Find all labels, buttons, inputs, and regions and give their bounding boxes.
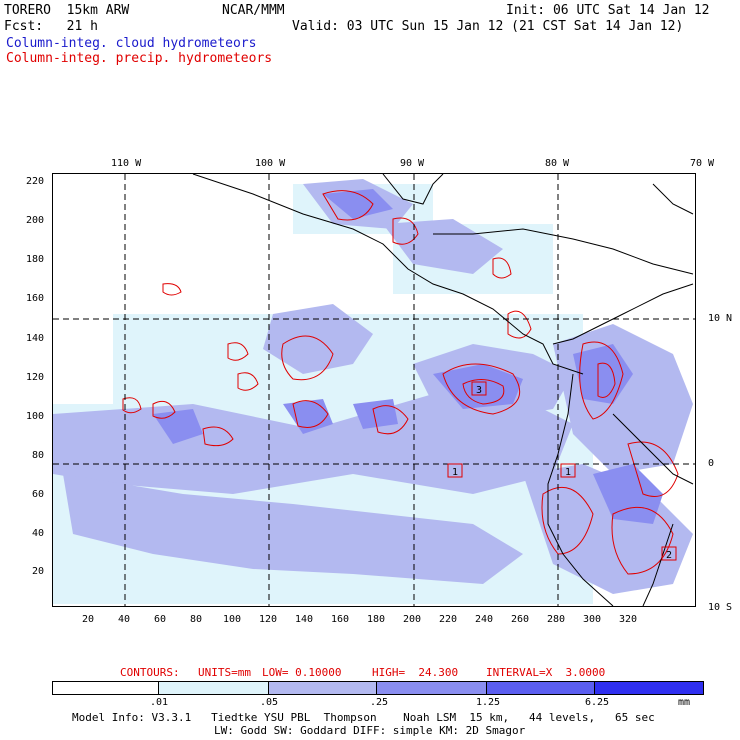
model-title: TORERO 15km ARW (4, 3, 130, 18)
colorbar-label-0.25: .25 (370, 697, 389, 708)
y-tick-180: 180 (26, 254, 45, 265)
colorbar-seg-5 (487, 682, 595, 694)
colorbar-label-0.05: .05 (260, 697, 279, 708)
x-tick-140: 140 (295, 614, 314, 625)
x-tick-240: 240 (475, 614, 494, 625)
latlon-grid (53, 174, 695, 606)
colorbar-seg-2 (159, 682, 269, 694)
coastline (192, 174, 694, 606)
precip-contours (122, 190, 679, 575)
y-tick-200: 200 (26, 215, 45, 226)
colorbar-seg-4 (377, 682, 487, 694)
lon-label-100w: 100 W (255, 158, 286, 169)
grid-point-box-3 (560, 463, 576, 478)
x-tick-200: 200 (403, 614, 422, 625)
colorbar-label-1.25: 1.25 (476, 697, 501, 708)
x-tick-20: 20 (82, 614, 95, 625)
contours-interval: INTERVAL=X 3.0000 (486, 666, 606, 679)
grid-point-label-1: 1 (452, 467, 458, 478)
lon-label-80w: 80 W (545, 158, 570, 169)
model-info-line2: LW: Godd SW: Goddard DIFF: simple KM: 2D… (214, 724, 526, 737)
x-tick-40: 40 (118, 614, 131, 625)
org-label: NCAR/MMM (222, 3, 285, 18)
init-time: Init: 06 UTC Sat 14 Jan 12 (506, 3, 710, 18)
x-tick-80: 80 (190, 614, 203, 625)
grid-point-box-1 (447, 463, 463, 478)
grid-point-label-4: 2 (666, 550, 672, 561)
map-canvas: 1 3 1 2 (53, 174, 695, 606)
colorbar-unit: mm (678, 697, 691, 708)
legend-precip: Column-integ. precip. hydrometeors (6, 51, 273, 66)
model-info-line1: Model Info: V3.3.1 Tiedtke YSU PBL Thomp… (72, 711, 655, 724)
contours-units: UNITS=mm (198, 666, 251, 679)
x-tick-260: 260 (511, 614, 530, 625)
forecast-hour: Fcst: 21 h (4, 19, 98, 34)
y-tick-100: 100 (26, 411, 45, 422)
y-tick-220: 220 (26, 176, 45, 187)
grid-point-label-3: 1 (565, 467, 571, 478)
x-tick-220: 220 (439, 614, 458, 625)
x-tick-160: 160 (331, 614, 350, 625)
x-tick-180: 180 (367, 614, 386, 625)
x-tick-320: 320 (619, 614, 638, 625)
lon-label-110w: 110 W (111, 158, 142, 169)
y-tick-60: 60 (32, 489, 45, 500)
colorbar-label-0.01: .01 (150, 697, 169, 708)
lat-label-10s: 10 S (708, 602, 733, 613)
valid-time: Valid: 03 UTC Sun 15 Jan 12 (21 CST Sat … (292, 19, 684, 34)
grid-point-label-2: 3 (476, 385, 482, 396)
grid-point-box-2 (471, 381, 487, 396)
x-tick-120: 120 (259, 614, 278, 625)
y-tick-40: 40 (32, 528, 45, 539)
x-tick-60: 60 (154, 614, 167, 625)
lat-label-10n: 10 N (708, 313, 733, 324)
legend-cloud: Column-integ. cloud hydrometeors (6, 36, 257, 51)
contours-label: CONTOURS: (120, 666, 180, 679)
colorbar-seg-1 (53, 682, 159, 694)
y-tick-160: 160 (26, 293, 45, 304)
colorbar (52, 681, 704, 695)
lon-label-70w: 70 W (690, 158, 715, 169)
lon-label-90w: 90 W (400, 158, 425, 169)
map-panel: 1 3 1 2 (52, 173, 696, 607)
contours-low: LOW= 0.10000 (262, 666, 342, 679)
y-tick-140: 140 (26, 333, 45, 344)
lat-label-0: 0 (708, 458, 715, 469)
colorbar-seg-6 (595, 682, 703, 694)
x-tick-300: 300 (583, 614, 602, 625)
grid-point-box-4 (661, 546, 677, 561)
y-tick-80: 80 (32, 450, 45, 461)
grid-point-markers (447, 381, 677, 561)
colorbar-label-6.25: 6.25 (585, 697, 610, 708)
x-tick-280: 280 (547, 614, 566, 625)
contours-high: HIGH= 24.300 (372, 666, 459, 679)
x-tick-100: 100 (223, 614, 242, 625)
colorbar-seg-3 (269, 682, 377, 694)
y-tick-20: 20 (32, 566, 45, 577)
y-tick-120: 120 (26, 372, 45, 383)
